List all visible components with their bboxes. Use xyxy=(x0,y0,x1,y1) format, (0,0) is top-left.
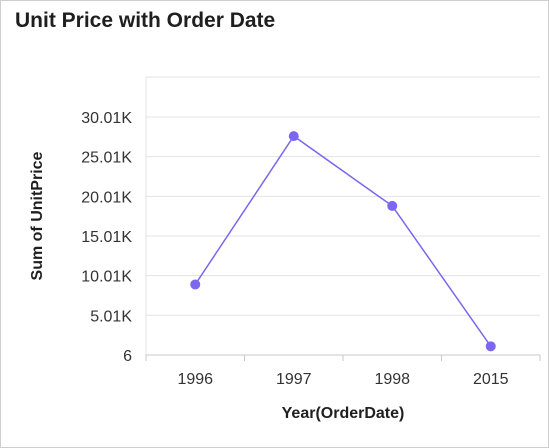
y-tick-label: 10.01K xyxy=(81,269,132,286)
x-tick-label: 1997 xyxy=(276,371,312,388)
x-axis: 1996 1997 1998 2015 xyxy=(145,355,541,388)
x-axis-title: Year(OrderDate) xyxy=(282,405,405,422)
x-tick-label: 1996 xyxy=(177,371,213,388)
series-group xyxy=(190,131,496,352)
data-point[interactable] xyxy=(387,200,398,211)
y-tick-label: 25.01K xyxy=(81,150,132,167)
x-tick-label: 2015 xyxy=(473,371,509,388)
y-tick-label: 6 xyxy=(123,348,132,365)
y-tick-label: 20.01K xyxy=(81,189,132,206)
series-line xyxy=(194,135,492,347)
y-tick-label: 15.01K xyxy=(81,229,132,246)
data-point[interactable] xyxy=(190,279,201,290)
y-axis-title: Sum of UnitPrice xyxy=(29,151,46,280)
x-tick-label: 1998 xyxy=(374,371,410,388)
chart-title: Unit Price with Order Date xyxy=(15,9,276,32)
data-point[interactable] xyxy=(485,341,496,352)
y-tick-label: 30.01K xyxy=(81,110,132,127)
y-axis-ticks: 6 5.01K 10.01K 15.01K 20.01K 25.01K 30.01K xyxy=(81,110,132,365)
y-tick-label: 5.01K xyxy=(90,308,132,325)
data-point[interactable] xyxy=(288,131,299,142)
gridlines xyxy=(145,76,540,356)
